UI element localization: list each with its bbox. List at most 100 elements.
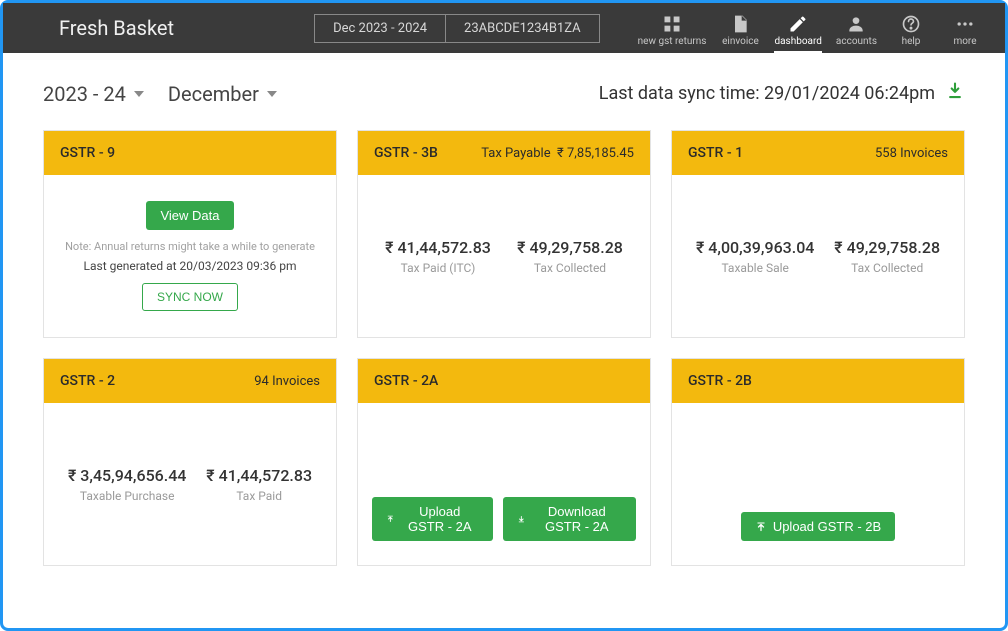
upload-icon	[755, 521, 767, 533]
card-header: GSTR - 2 94 Invoices	[44, 359, 336, 403]
period-selector[interactable]: Dec 2023 - 2024	[314, 14, 445, 43]
gstr9-last-generated: Last generated at 20/03/2023 09:36 pm	[84, 259, 297, 273]
metric-tax-collected: ₹ 49,29,758.28 Tax Collected	[517, 238, 623, 275]
card-gstr9: GSTR - 9 View Data Note: Annual returns …	[43, 130, 337, 338]
metric-tax-paid: ₹ 41,44,572.83 Tax Paid	[206, 466, 312, 503]
card-header: GSTR - 2A	[358, 359, 650, 403]
metric-label: Taxable Sale	[721, 261, 788, 275]
card-title: GSTR - 9	[60, 145, 115, 161]
button-label: Upload GSTR - 2A	[401, 504, 479, 534]
nav-new-returns[interactable]: new gst returns	[638, 14, 707, 53]
card-header: GSTR - 3B Tax Payable ₹ 7,85,185.45	[358, 131, 650, 175]
card-gstr2: GSTR - 2 94 Invoices ₹ 3,45,94,656.44 Ta…	[43, 358, 337, 566]
pencil-icon	[788, 14, 808, 34]
nav-dashboard[interactable]: dashboard	[774, 14, 821, 53]
metric-value: ₹ 41,44,572.83	[385, 238, 491, 257]
download-icon	[517, 513, 526, 525]
metric-label: Tax Collected	[851, 261, 923, 275]
metric-taxable-purchase: ₹ 3,45,94,656.44 Taxable Purchase	[68, 466, 186, 503]
metric-tax-collected: ₹ 49,29,758.28 Tax Collected	[834, 238, 940, 275]
metrics: ₹ 4,00,39,963.04 Taxable Sale ₹ 49,29,75…	[686, 238, 950, 275]
card-header-right: 558 Invoices	[875, 146, 948, 161]
metric-label: Tax Paid (ITC)	[401, 261, 476, 275]
payable-value: ₹ 7,85,185.45	[557, 146, 634, 161]
sync-info: Last data sync time: 29/01/2024 06:24pm	[599, 81, 965, 106]
nav-label: help	[902, 36, 921, 47]
card-body: ₹ 4,00,39,963.04 Taxable Sale ₹ 49,29,75…	[672, 175, 964, 337]
card-title: GSTR - 2B	[688, 373, 752, 389]
view-data-button[interactable]: View Data	[146, 201, 233, 230]
card-header-right: Tax Payable ₹ 7,85,185.45	[481, 146, 634, 161]
metric-value: ₹ 41,44,572.83	[206, 466, 312, 485]
metric-taxable-sale: ₹ 4,00,39,963.04 Taxable Sale	[696, 238, 814, 275]
card-header: GSTR - 9	[44, 131, 336, 175]
card-body: ₹ 41,44,572.83 Tax Paid (ITC) ₹ 49,29,75…	[358, 175, 650, 337]
content: 2023 - 24 December Last data sync time: …	[3, 53, 1005, 566]
metrics: ₹ 41,44,572.83 Tax Paid (ITC) ₹ 49,29,75…	[372, 238, 636, 275]
card-gstr1: GSTR - 1 558 Invoices ₹ 4,00,39,963.04 T…	[671, 130, 965, 338]
metric-label: Tax Paid	[236, 489, 282, 503]
card-header: GSTR - 2B	[672, 359, 964, 403]
help-icon	[901, 14, 921, 34]
topbar-selectors: Dec 2023 - 2024 23ABCDE1234B1ZA	[314, 14, 600, 43]
gstin-selector[interactable]: 23ABCDE1234B1ZA	[445, 14, 600, 43]
card-gstr2b: GSTR - 2B Upload GSTR - 2B	[671, 358, 965, 566]
nav-label: dashboard	[774, 36, 821, 47]
sync-text: Last data sync time: 29/01/2024 06:24pm	[599, 83, 935, 104]
topbar-nav: new gst returns einvoice dashboard accou…	[638, 3, 985, 53]
brand-title: Fresh Basket	[59, 16, 174, 40]
nav-label: accounts	[836, 36, 877, 47]
metric-value: ₹ 4,00,39,963.04	[696, 238, 814, 257]
sync-now-button[interactable]: SYNC NOW	[142, 283, 238, 311]
cards-grid: GSTR - 9 View Data Note: Annual returns …	[43, 130, 965, 566]
metric-tax-paid: ₹ 41,44,572.83 Tax Paid (ITC)	[385, 238, 491, 275]
card-body: ₹ 3,45,94,656.44 Taxable Purchase ₹ 41,4…	[44, 403, 336, 565]
gstr9-note: Note: Annual returns might take a while …	[65, 240, 315, 253]
month-dropdown[interactable]: December	[168, 82, 277, 106]
card-body: Upload GSTR - 2A Download GSTR - 2A	[358, 403, 650, 565]
nav-help[interactable]: help	[891, 14, 931, 53]
chevron-down-icon	[134, 91, 144, 97]
grid-icon	[662, 14, 682, 34]
download-gstr2a-button[interactable]: Download GSTR - 2A	[503, 497, 636, 541]
more-icon	[955, 14, 975, 34]
upload-gstr2b-button[interactable]: Upload GSTR - 2B	[741, 512, 895, 541]
button-row: Upload GSTR - 2A Download GSTR - 2A	[372, 497, 636, 541]
upload-icon	[386, 513, 395, 525]
month-label: December	[168, 82, 259, 106]
year-label: 2023 - 24	[43, 82, 126, 106]
nav-label: einvoice	[722, 36, 759, 47]
nav-more[interactable]: more	[945, 14, 985, 53]
card-title: GSTR - 1	[688, 145, 743, 161]
nav-label: new gst returns	[638, 36, 707, 47]
nav-label: more	[953, 36, 976, 47]
upload-gstr2a-button[interactable]: Upload GSTR - 2A	[372, 497, 493, 541]
year-dropdown[interactable]: 2023 - 24	[43, 82, 144, 106]
card-header: GSTR - 1 558 Invoices	[672, 131, 964, 175]
metrics: ₹ 3,45,94,656.44 Taxable Purchase ₹ 41,4…	[58, 466, 322, 503]
card-title: GSTR - 3B	[374, 145, 438, 161]
metric-label: Taxable Purchase	[80, 489, 175, 503]
metric-value: ₹ 49,29,758.28	[834, 238, 940, 257]
chevron-down-icon	[267, 91, 277, 97]
payable-label: Tax Payable	[481, 146, 550, 161]
person-icon	[846, 14, 866, 34]
download-sync-icon[interactable]	[945, 81, 965, 106]
card-title: GSTR - 2A	[374, 373, 438, 389]
metric-label: Tax Collected	[534, 261, 606, 275]
card-title: GSTR - 2	[60, 373, 115, 389]
card-gstr2a: GSTR - 2A Upload GSTR - 2A Download GSTR…	[357, 358, 651, 566]
card-gstr3b: GSTR - 3B Tax Payable ₹ 7,85,185.45 ₹ 41…	[357, 130, 651, 338]
nav-einvoice[interactable]: einvoice	[720, 14, 760, 53]
filters-row: 2023 - 24 December Last data sync time: …	[43, 81, 965, 106]
metric-value: ₹ 49,29,758.28	[517, 238, 623, 257]
button-label: Download GSTR - 2A	[532, 504, 622, 534]
card-header-right: 94 Invoices	[254, 374, 320, 389]
nav-accounts[interactable]: accounts	[836, 14, 877, 53]
card-body: Upload GSTR - 2B	[672, 403, 964, 565]
document-icon	[730, 14, 750, 34]
card-body: View Data Note: Annual returns might tak…	[44, 175, 336, 337]
metric-value: ₹ 3,45,94,656.44	[68, 466, 186, 485]
topbar: Fresh Basket Dec 2023 - 2024 23ABCDE1234…	[3, 3, 1005, 53]
button-label: Upload GSTR - 2B	[773, 519, 881, 534]
